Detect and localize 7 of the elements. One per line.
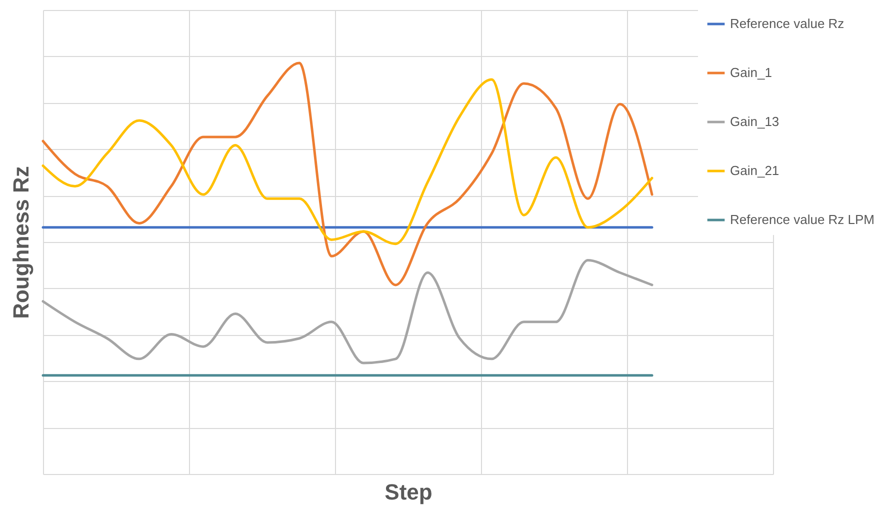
legend-label: Gain_21 [730, 163, 780, 178]
legend-label: Gain_13 [730, 114, 780, 129]
legend-label: Reference value Rz LPM [730, 212, 875, 227]
legend-label: Reference value Rz [730, 16, 844, 31]
y-axis-title: Roughness Rz [8, 166, 34, 319]
legend-label: Gain_1 [730, 65, 772, 80]
x-axis-title: Step [384, 480, 432, 504]
